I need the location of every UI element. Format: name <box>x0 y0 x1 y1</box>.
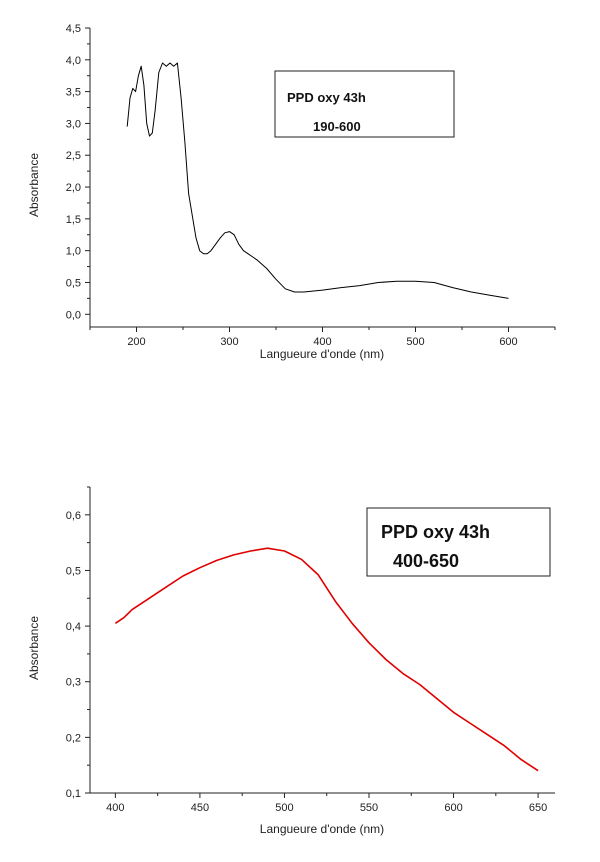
x-tick-label: 450 <box>191 802 209 814</box>
x-tick-label: 600 <box>499 336 517 348</box>
series-line <box>126 62 509 299</box>
x-axis-title: Langueure d'onde (nm) <box>260 822 384 836</box>
y-axis-title: Absorbance <box>27 153 41 217</box>
y-tick-label: 2,0 <box>66 182 81 194</box>
y-tick-label: 3,5 <box>66 87 81 99</box>
y-tick-label: 4,5 <box>66 23 81 35</box>
x-tick-label: 400 <box>313 336 331 348</box>
y-tick-label: 1,0 <box>66 246 81 258</box>
x-tick-label: 500 <box>406 336 424 348</box>
y-tick-label: 0,5 <box>66 277 81 289</box>
x-tick-label: 400 <box>106 802 124 814</box>
y-tick-label: 0,0 <box>66 309 81 321</box>
legend-line-2: 400-650 <box>393 551 459 571</box>
y-axis-title: Absorbance <box>27 616 41 680</box>
y-tick-label: 0,4 <box>66 621 81 633</box>
series-line <box>114 547 539 772</box>
x-tick-label: 550 <box>360 802 378 814</box>
legend-line-1: PPD oxy 43h <box>381 522 490 542</box>
chart-400-650: PPD oxy 43h 400-650 Langueure d'onde (nm… <box>27 486 555 836</box>
x-tick-label: 650 <box>529 802 547 814</box>
x-axis-title: Langueure d'onde (nm) <box>260 347 384 361</box>
legend-line-1: PPD oxy 43h <box>287 90 366 105</box>
y-tick-label: 0,2 <box>66 732 81 744</box>
y-tick-label: 0,3 <box>66 677 81 689</box>
legend-box <box>274 70 455 138</box>
x-tick-label: 600 <box>444 802 462 814</box>
y-tick-label: 4,0 <box>66 55 81 67</box>
y-tick-label: 0,6 <box>66 510 81 522</box>
y-tick-label: 0,5 <box>66 565 81 577</box>
y-tick-label: 1,5 <box>66 214 81 226</box>
y-tick-label: 3,0 <box>66 118 81 130</box>
legend-line-2: 190-600 <box>313 119 361 134</box>
x-tick-label: 500 <box>275 802 293 814</box>
x-tick-label: 200 <box>127 336 145 348</box>
chart-190-600: PPD oxy 43h 190-600 Langueure d'onde (nm… <box>27 23 556 361</box>
y-tick-label: 2,5 <box>66 150 81 162</box>
y-tick-label: 0,1 <box>66 788 81 800</box>
x-tick-label: 300 <box>220 336 238 348</box>
legend-box <box>366 507 551 577</box>
